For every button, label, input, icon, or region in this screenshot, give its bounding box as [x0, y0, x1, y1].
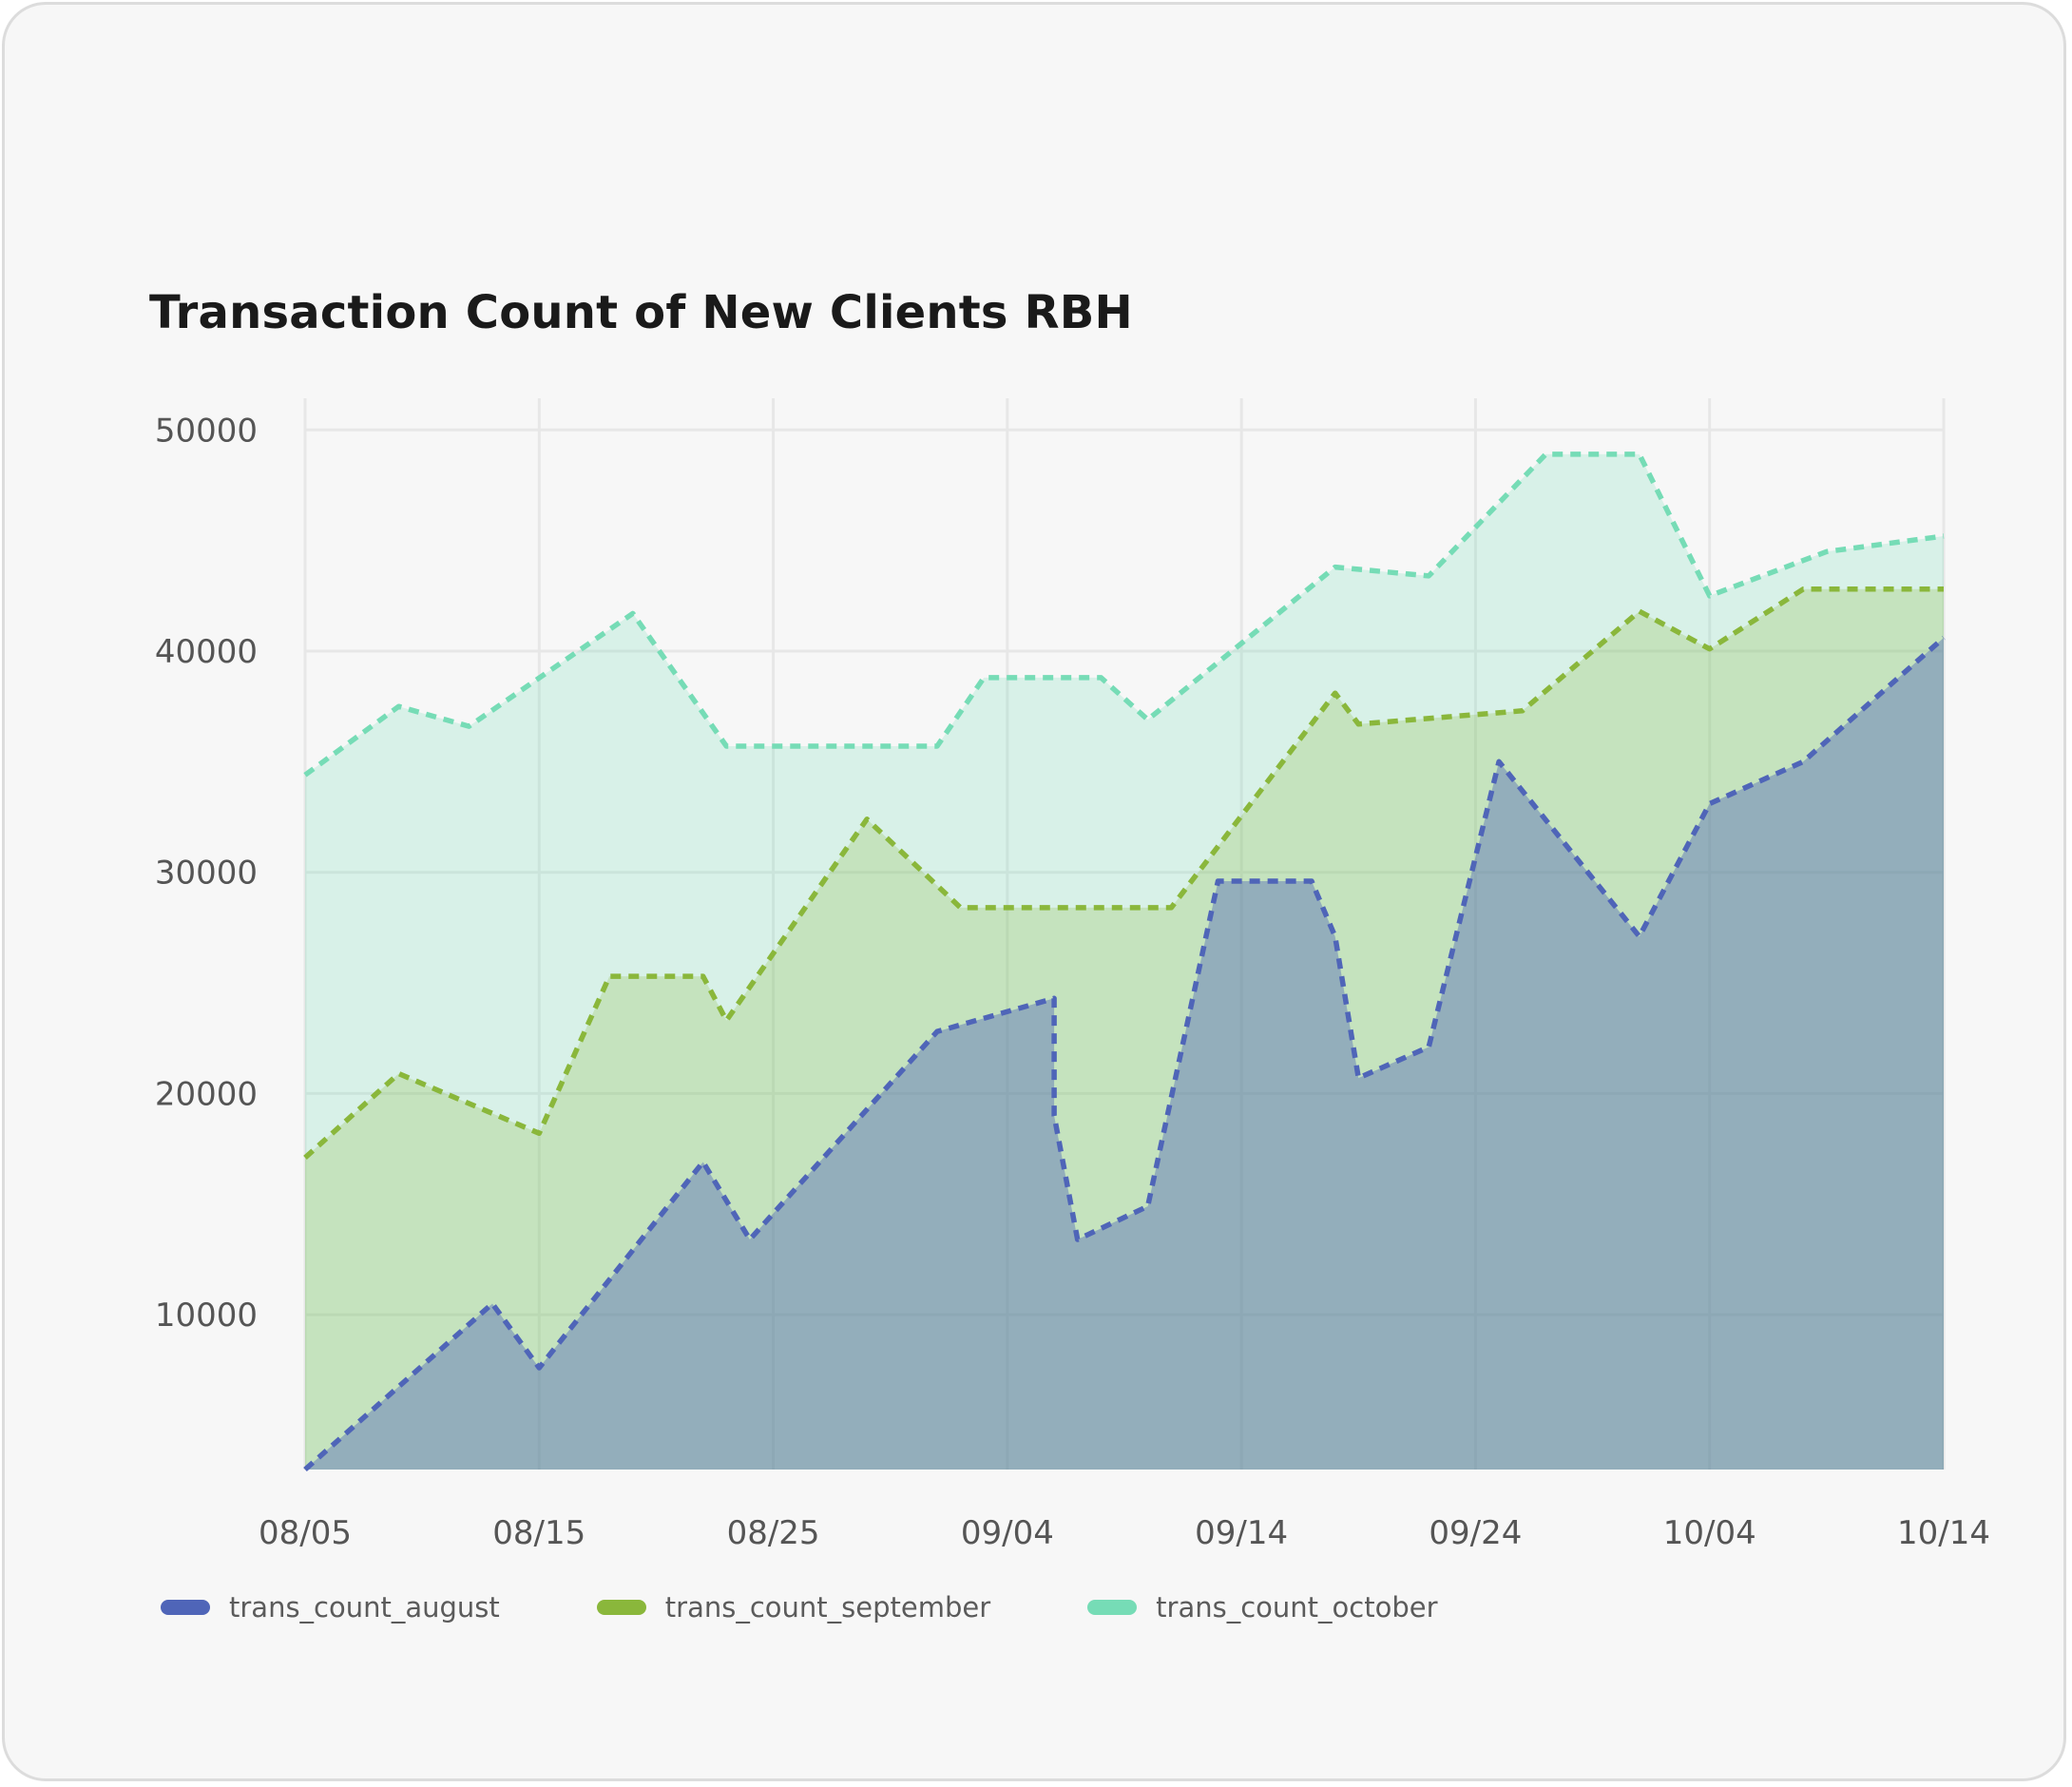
trans_count_september-line	[303, 586, 1944, 1160]
gridlines	[303, 398, 1946, 1470]
x-tick-label: 09/14	[1195, 1514, 1288, 1552]
trans_count_october-area	[305, 453, 1944, 1470]
legend-swatch	[161, 1600, 210, 1615]
y-tick-label: 30000	[155, 855, 258, 893]
x-tick-label: 08/05	[259, 1514, 352, 1552]
chart-title: Transaction Count of New Clients RBH	[149, 286, 1133, 339]
area-chart: 10000 20000 30000 40000 50000 08/05 08/15 08/2…	[155, 398, 1990, 1552]
y-tick-label: 20000	[155, 1075, 258, 1113]
x-axis-tick-labels: 08/05 08/15 08/25 09/04 09/14 09/24 10/04 10/14	[259, 1514, 1990, 1552]
x-tick-label: 09/24	[1429, 1514, 1522, 1552]
legend-item-trans_count_september[interactable]: trans_count_september	[596, 1591, 991, 1624]
y-tick-label: 50000	[155, 412, 258, 450]
legend-item-trans_count_october[interactable]: trans_count_october	[1087, 1591, 1438, 1624]
legend-label: trans_count_september	[664, 1591, 991, 1624]
trans_count_august-area	[305, 638, 1944, 1470]
x-tick-label: 08/15	[492, 1514, 585, 1552]
trans_count_august-line	[303, 635, 1946, 1472]
legend-swatch	[596, 1600, 646, 1615]
series-lines	[303, 452, 1946, 1472]
x-tick-label: 10/14	[1897, 1514, 1990, 1552]
x-tick-label: 10/04	[1663, 1514, 1756, 1552]
y-tick-label: 10000	[155, 1297, 258, 1335]
series-areas	[305, 453, 1944, 1470]
trans_count_october-line	[303, 452, 1945, 778]
legend-item-trans_count_august[interactable]: trans_count_august	[161, 1591, 500, 1624]
x-tick-label: 08/25	[727, 1514, 820, 1552]
y-tick-label: 40000	[155, 633, 258, 671]
x-tick-label: 09/04	[961, 1514, 1054, 1552]
legend-label: trans_count_august	[229, 1591, 500, 1624]
legend-label: trans_count_october	[1156, 1591, 1438, 1624]
y-axis-tick-labels: 10000 20000 30000 40000 50000	[155, 412, 258, 1335]
chart-legend: trans_count_august trans_count_september t…	[161, 1586, 1535, 1628]
legend-swatch	[1087, 1600, 1138, 1615]
